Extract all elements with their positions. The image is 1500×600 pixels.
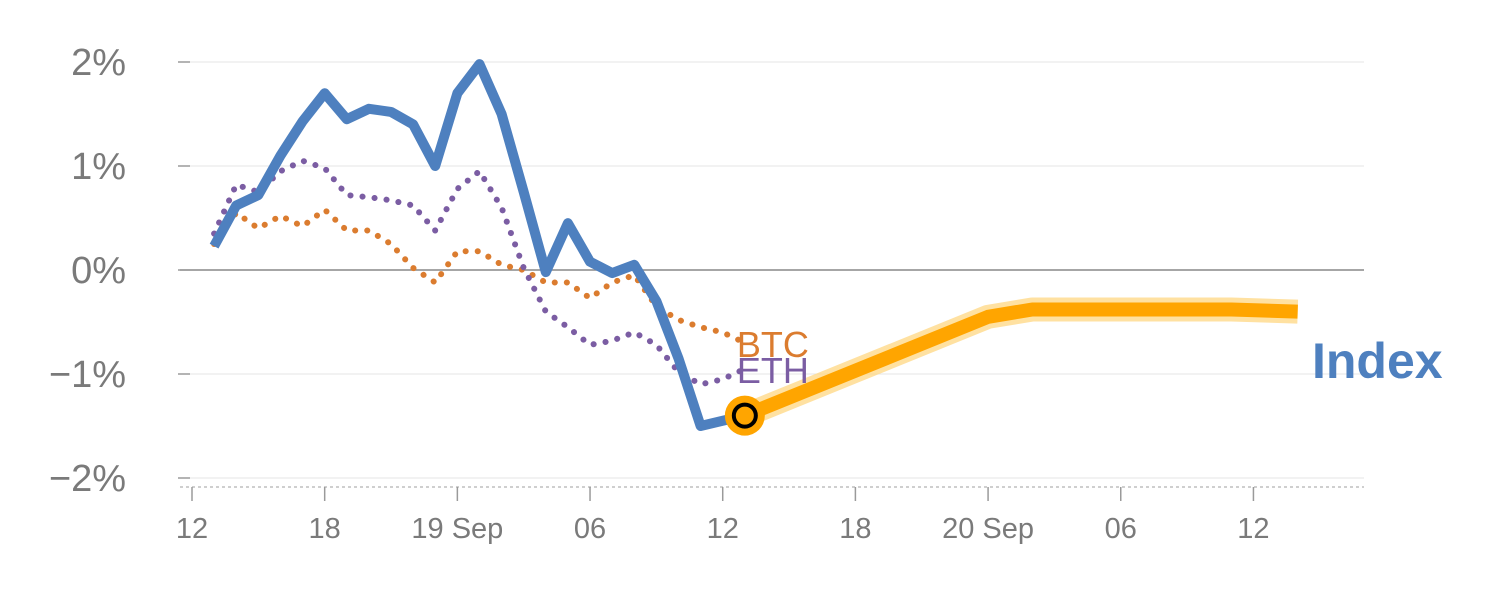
x-tick-label: 06 [574, 513, 606, 545]
x-axis: 12 18 19 Sep 06 12 18 20 Sep 06 12 [176, 486, 1364, 545]
x-tick-label: 06 [1105, 513, 1137, 545]
y-tick-label: −1% [49, 354, 126, 396]
grid-lines [180, 61, 1364, 479]
marker-layer [724, 395, 765, 436]
series-labels: BTC ETH Index [737, 324, 1443, 391]
x-tick-label: 18 [309, 513, 341, 545]
y-tick-label: 1% [71, 146, 126, 188]
index-series-label: Index [1312, 333, 1443, 389]
index-projection-halo [740, 297, 1299, 427]
index-series-line [209, 59, 746, 431]
index-projection-line [742, 302, 1298, 423]
y-tick-label: 0% [71, 250, 126, 292]
x-tick-label: 18 [839, 513, 871, 545]
series-layer [209, 59, 1299, 431]
x-tick-label: 12 [707, 513, 739, 545]
y-tick-label: 2% [71, 42, 126, 84]
x-tick-label: 19 Sep [411, 513, 503, 545]
btc-series-label: BTC [737, 324, 809, 365]
btc-series-line [211, 206, 748, 346]
eth-series-label: ETH [737, 350, 809, 391]
y-tick-label: −2% [49, 458, 126, 500]
y-axis: 2% 1% 0% −1% −2% [49, 42, 190, 500]
x-tick-label: 12 [1237, 513, 1269, 545]
x-tick-label: 12 [176, 513, 208, 545]
eth-series-line [211, 157, 748, 388]
x-tick-label: 20 Sep [942, 513, 1034, 545]
current-value-marker [731, 402, 758, 429]
